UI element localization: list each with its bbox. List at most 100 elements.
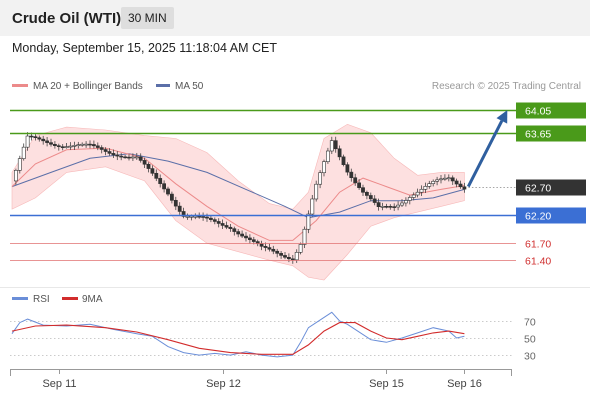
candle <box>181 207 186 219</box>
candle <box>396 201 401 211</box>
candle-body <box>99 147 104 150</box>
candle-body <box>337 148 342 158</box>
candle <box>442 174 447 181</box>
candle-body <box>212 219 217 222</box>
candle-body <box>329 140 334 152</box>
candle <box>212 217 217 225</box>
candle <box>142 157 147 168</box>
ma20-legend-swatch <box>12 84 28 87</box>
ma50-line <box>11 153 465 219</box>
candle <box>228 224 233 232</box>
candle-body <box>341 156 346 165</box>
candle <box>271 245 276 255</box>
candle <box>17 155 22 174</box>
projection-arrow-shaft <box>466 120 504 188</box>
candle <box>341 154 346 167</box>
candle-body <box>267 247 272 250</box>
candle <box>283 252 287 260</box>
candle <box>220 219 225 229</box>
candle <box>162 180 167 193</box>
candle-body <box>450 177 455 182</box>
candle-body <box>454 180 459 185</box>
ma20-legend-label: MA 20 + Bollinger Bands <box>33 81 143 92</box>
candle <box>372 195 377 206</box>
candle-body <box>177 205 182 212</box>
rsi-tick-label: 70 <box>524 317 536 329</box>
candle-body <box>411 194 416 198</box>
candle <box>244 232 248 242</box>
candle <box>290 254 295 264</box>
interval-badge[interactable]: 30 MIN <box>121 7 174 29</box>
candle <box>306 210 311 234</box>
candle <box>92 140 96 149</box>
rsi-tick-label: 50 <box>524 334 536 346</box>
candle-body <box>49 142 53 145</box>
candle-body <box>115 154 120 157</box>
candle-body <box>442 177 447 180</box>
candle <box>49 138 53 147</box>
candle <box>111 149 116 158</box>
candle <box>107 148 112 156</box>
level-label: 61.70 <box>525 239 551 251</box>
candle-body <box>185 216 190 218</box>
bollinger-band <box>11 123 465 281</box>
candle-body <box>325 150 330 162</box>
candle-body <box>103 149 108 152</box>
candle <box>72 141 77 151</box>
candle <box>248 234 252 244</box>
candle-body <box>119 155 124 158</box>
timestamp: Monday, September 15, 2025 11:18:04 AM C… <box>12 41 277 55</box>
candle <box>201 212 206 221</box>
candle <box>232 226 237 236</box>
candle-body <box>419 188 424 193</box>
candle-body <box>372 198 377 203</box>
candle-body <box>166 188 170 195</box>
candle-body <box>228 226 233 229</box>
candle-body <box>134 156 139 159</box>
rsi-ma-legend-swatch <box>62 297 78 300</box>
candle-body <box>52 143 57 146</box>
candle <box>345 162 350 176</box>
candle-body <box>380 206 385 208</box>
candle <box>14 168 18 185</box>
candle <box>357 179 362 190</box>
level-label: 61.40 <box>525 256 551 268</box>
candle-body <box>244 235 248 239</box>
rsi-ma-legend-label: 9MA <box>82 294 103 305</box>
candle-body <box>427 183 432 187</box>
candle <box>60 144 65 151</box>
candle <box>427 180 432 189</box>
candle-body <box>150 168 155 174</box>
level-label-bg <box>516 207 586 224</box>
candle-body <box>333 140 338 150</box>
candle-body <box>56 145 61 147</box>
candle <box>45 136 50 147</box>
candle-body <box>435 179 440 182</box>
candle <box>439 175 443 184</box>
candle <box>25 132 30 151</box>
candle <box>127 154 131 161</box>
time-tick-label: Sep 16 <box>447 378 482 390</box>
candle-body <box>181 211 186 217</box>
candle <box>173 196 178 211</box>
candle <box>103 147 108 156</box>
candle <box>154 169 159 182</box>
level-label: 64.05 <box>525 106 551 118</box>
candle-body <box>251 239 256 242</box>
candle-body <box>298 244 303 253</box>
candle-body <box>72 145 77 147</box>
ma20-line <box>11 147 465 241</box>
candle <box>209 215 213 223</box>
chart-header: Crude Oil (WTI) 30 MIN <box>0 0 590 36</box>
candle-body <box>236 231 241 235</box>
candle-body <box>41 138 46 142</box>
candle-body <box>345 164 350 173</box>
candle <box>52 141 57 149</box>
time-tick-label: Sep 15 <box>369 378 404 390</box>
candle-body <box>248 237 252 240</box>
candle-body <box>154 172 159 179</box>
candle <box>458 180 463 189</box>
candle-body <box>37 137 42 140</box>
candle-body <box>407 197 412 201</box>
candle-body <box>45 140 50 143</box>
